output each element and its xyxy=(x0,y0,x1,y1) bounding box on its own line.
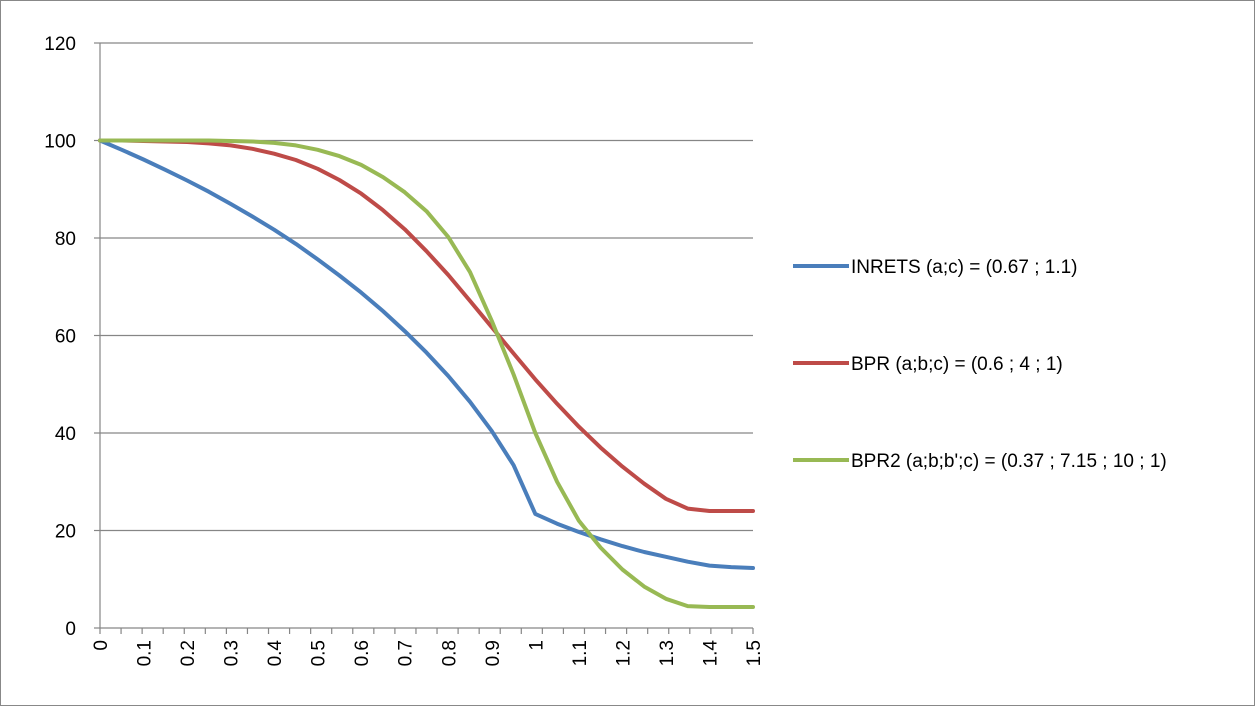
y-axis-tick-labels: 0 20 40 60 80 100 120 xyxy=(44,34,76,640)
y-tick-label: 0 xyxy=(65,619,76,640)
x-tick-label: 1.3 xyxy=(657,640,678,666)
y-tick-label: 80 xyxy=(55,229,76,250)
y-tick-label: 40 xyxy=(55,424,76,445)
x-tick-label: 1 xyxy=(526,640,547,651)
x-tick-label: 0.9 xyxy=(483,640,504,666)
legend-label-3: BPR2 (a;b;b';c) = (0.37 ; 7.15 ; 10 ; 1) xyxy=(851,451,1167,472)
x-tick-label: 0.1 xyxy=(135,640,156,666)
legend-label-2: BPR (a;b;c) = (0.6 ; 4 ; 1) xyxy=(851,354,1063,375)
x-tick-label: 0.4 xyxy=(265,640,286,667)
legend: INRETS (a;c) = (0.67 ; 1.1) BPR (a;b;c) =… xyxy=(793,257,1167,472)
series-lines xyxy=(98,138,755,609)
x-tick-label: 0.2 xyxy=(178,640,199,666)
x-tick-label: 0.6 xyxy=(352,640,373,666)
x-tick-label: 1.2 xyxy=(613,640,634,666)
x-tick-label: 0.7 xyxy=(396,640,417,666)
x-tick-label: 0.3 xyxy=(222,640,243,666)
x-tick-label: 1.1 xyxy=(570,640,591,666)
series-line-1 xyxy=(98,138,755,570)
legend-label-1: INRETS (a;c) = (0.67 ; 1.1) xyxy=(851,257,1078,278)
x-tick-label: 0.8 xyxy=(439,640,460,666)
x-tick-label: 0 xyxy=(91,640,112,651)
x-tick-label: 1.5 xyxy=(744,640,765,666)
x-tick-label: 1.4 xyxy=(700,640,721,667)
x-axis-tick-labels: 0 0.1 0.2 0.3 0.4 0.5 0.6 0.7 0.8 0.9 1 1.1 1.2 1.3 1.… xyxy=(91,640,765,667)
series-line-3 xyxy=(98,138,755,609)
x-tick-label: 0.5 xyxy=(309,640,330,666)
y-tick-label: 100 xyxy=(44,132,76,153)
y-tick-label: 20 xyxy=(55,522,76,543)
series-line-2 xyxy=(98,138,755,513)
y-tick-label: 120 xyxy=(44,34,76,55)
y-tick-label: 60 xyxy=(55,327,76,348)
